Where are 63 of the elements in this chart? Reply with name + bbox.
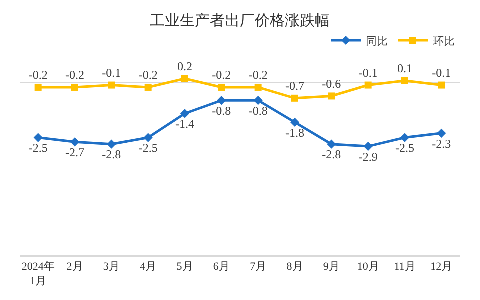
x-tick-label: 4月	[140, 260, 157, 273]
data-label: -2.5	[396, 141, 414, 156]
data-label: -0.8	[248, 104, 268, 118]
point	[327, 140, 336, 149]
point	[34, 133, 43, 142]
point	[292, 94, 298, 102]
data-label: -0.6	[322, 76, 342, 91]
x-tick-label: 3月	[103, 260, 120, 273]
data-label: -1.8	[286, 126, 304, 140]
data-label: -2.7	[66, 146, 84, 160]
data-label: -2.8	[102, 148, 122, 162]
data-label: -0.8	[212, 104, 232, 118]
x-tick-label: 12月	[430, 260, 453, 273]
data-label: 0.1	[398, 62, 412, 76]
point	[182, 75, 188, 82]
data-label: -2.8	[322, 148, 342, 162]
point	[400, 133, 410, 142]
x-tick-label: 9月	[323, 260, 340, 273]
point	[218, 84, 226, 91]
x-tick-label: 7月	[250, 260, 267, 273]
data-label: -0.1	[432, 66, 452, 80]
point	[70, 138, 80, 147]
point	[108, 82, 116, 89]
data-label: -0.2	[212, 68, 232, 82]
x-tick-label: 8月	[286, 260, 304, 273]
point	[72, 84, 78, 91]
data-label: -2.5	[28, 141, 48, 156]
point	[364, 142, 373, 152]
data-label: -0.2	[248, 68, 268, 82]
data-label: -2.9	[358, 150, 378, 164]
data-label: -0.7	[286, 79, 304, 94]
point	[217, 96, 226, 106]
point	[254, 84, 262, 91]
legend-label: 同比	[366, 34, 388, 48]
point	[438, 82, 446, 89]
data-label: -0.1	[358, 66, 378, 80]
point	[290, 118, 300, 128]
x-tick-label: 2月	[66, 260, 84, 273]
point	[364, 82, 372, 89]
chart-title: 工业生产者出厂价格涨跌幅	[150, 12, 330, 30]
data-label: -0.1	[102, 66, 122, 80]
data-label: -1.4	[176, 117, 194, 132]
point	[144, 84, 152, 91]
legend-label: 环比	[433, 34, 455, 48]
data-label: -2.3	[432, 136, 452, 151]
point	[144, 133, 153, 142]
point	[180, 109, 190, 118]
x-tick-label: 2024年 1月	[22, 260, 55, 288]
x-tick-label: 5月	[176, 260, 194, 273]
point	[402, 77, 408, 84]
point	[34, 84, 42, 91]
data-label: 0.2	[178, 59, 192, 74]
point	[254, 96, 263, 106]
point	[328, 92, 336, 100]
data-label: -2.5	[138, 141, 158, 156]
data-label: -0.2	[138, 68, 158, 82]
x-tick-label: 6月	[213, 260, 230, 273]
x-tick-label: 11月	[394, 260, 416, 273]
data-label: -0.2	[28, 68, 48, 82]
point	[437, 128, 446, 138]
point	[107, 140, 116, 149]
data-label: -0.2	[66, 68, 84, 82]
x-tick-label: 10月	[357, 260, 380, 273]
